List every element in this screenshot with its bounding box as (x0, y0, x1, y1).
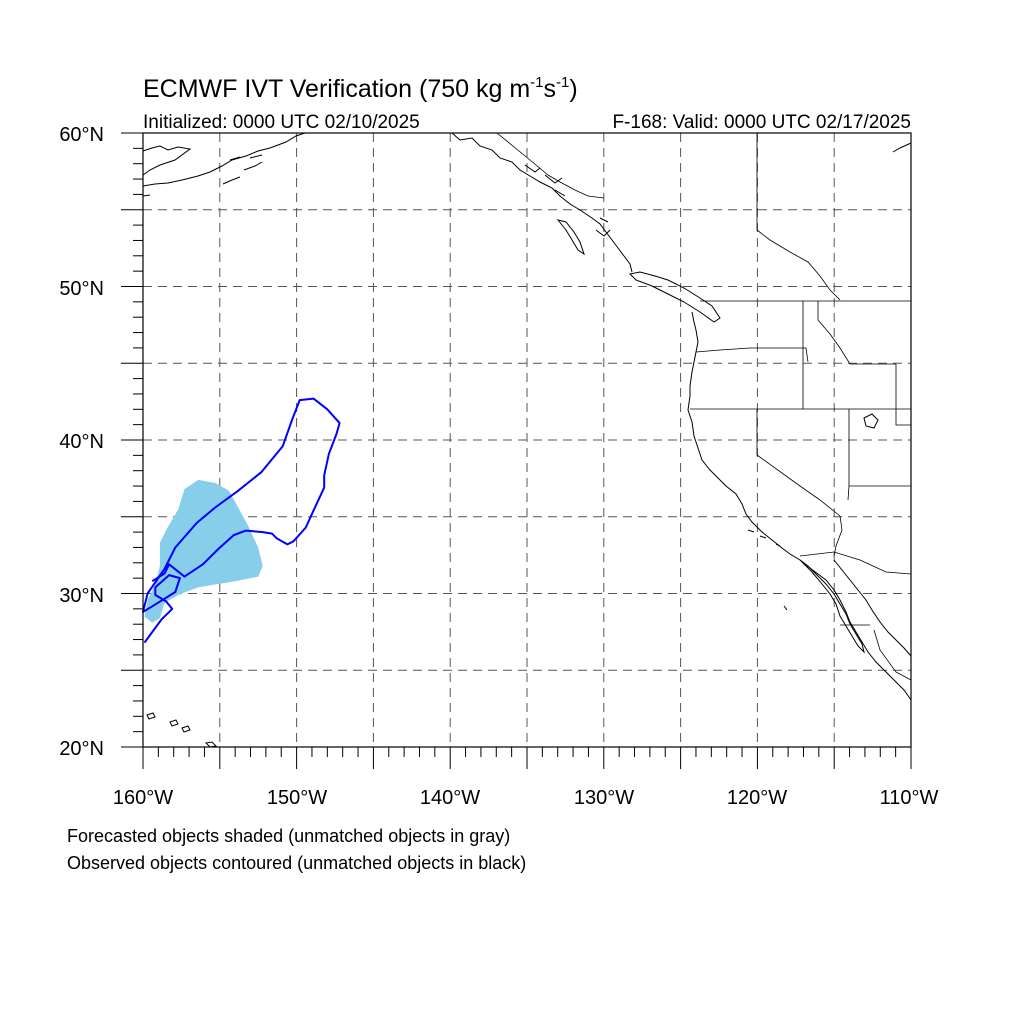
lon-label-110w: 110°W (880, 787, 939, 809)
coastlines (142, 132, 912, 748)
observed-object-contour (142, 397, 341, 644)
mexico-interior-border (873, 629, 912, 681)
graticule (143, 133, 911, 747)
lat-label-20n: 20°N (59, 738, 104, 760)
bc-border-alaska (496, 132, 605, 199)
forecast-object-shaded (144, 479, 263, 623)
channel-islands (747, 529, 788, 611)
political-borders (690, 133, 912, 681)
map-title: ECMWF IVT Verification (750 kg m-1s-1) (143, 74, 578, 103)
lat-labels: 60°N 50°N 40°N 30°N 20°N (59, 124, 104, 760)
init-time-label: Initialized: 0000 UTC 02/10/2025 (143, 112, 420, 133)
title-close: ) (569, 75, 577, 103)
lat-label-50n: 50°N (59, 278, 104, 300)
se-alaska-coast (451, 132, 633, 273)
title-s: s (544, 75, 557, 103)
us-west-coast (687, 311, 912, 701)
valid-time-label: F-168: Valid: 0000 UTC 02/17/2025 (612, 112, 911, 133)
lat-label-30n: 30°N (59, 585, 104, 607)
canada-coast-ne (892, 142, 912, 153)
lon-label-120w: 120°W (727, 787, 787, 809)
colorado-river-border (833, 515, 843, 557)
lon-label-140w: 140°W (420, 787, 480, 809)
hawaii-islands (146, 712, 218, 748)
wa-or-border (695, 347, 809, 363)
lat-label-60n: 60°N (59, 124, 104, 146)
lon-labels: 160°W 150°W 140°W 130°W 120°W 110°W (113, 787, 939, 809)
bc-islands (524, 164, 611, 256)
lat-label-40n: 40°N (59, 431, 104, 453)
great-salt-lake (863, 413, 879, 429)
alaska-coast (142, 132, 306, 187)
lon-label-130w: 130°W (574, 787, 634, 809)
axis-ticks (121, 132, 912, 769)
forecast-note: Forecasted objects shaded (unmatched obj… (67, 826, 510, 846)
lon-label-150w: 150°W (267, 787, 327, 809)
bc-alberta-border (756, 133, 841, 301)
title-main: ECMWF IVT Verification (750 kg m (143, 75, 530, 103)
wyoming-border (895, 364, 911, 426)
title-exp-2: -1 (556, 74, 569, 91)
lon-label-160w: 160°W (113, 787, 173, 809)
alaska-peninsula-islands (142, 154, 263, 197)
observed-note: Observed objects contoured (unmatched ob… (67, 853, 526, 873)
vancouver-island (628, 271, 721, 323)
title-exp-1: -1 (530, 74, 543, 91)
idaho-border (802, 301, 896, 409)
us-mexico-border (799, 551, 912, 575)
ca-nv-border (756, 409, 841, 517)
map-panel (142, 132, 912, 748)
gulf-of-california (833, 559, 912, 657)
baja-california (799, 559, 865, 654)
